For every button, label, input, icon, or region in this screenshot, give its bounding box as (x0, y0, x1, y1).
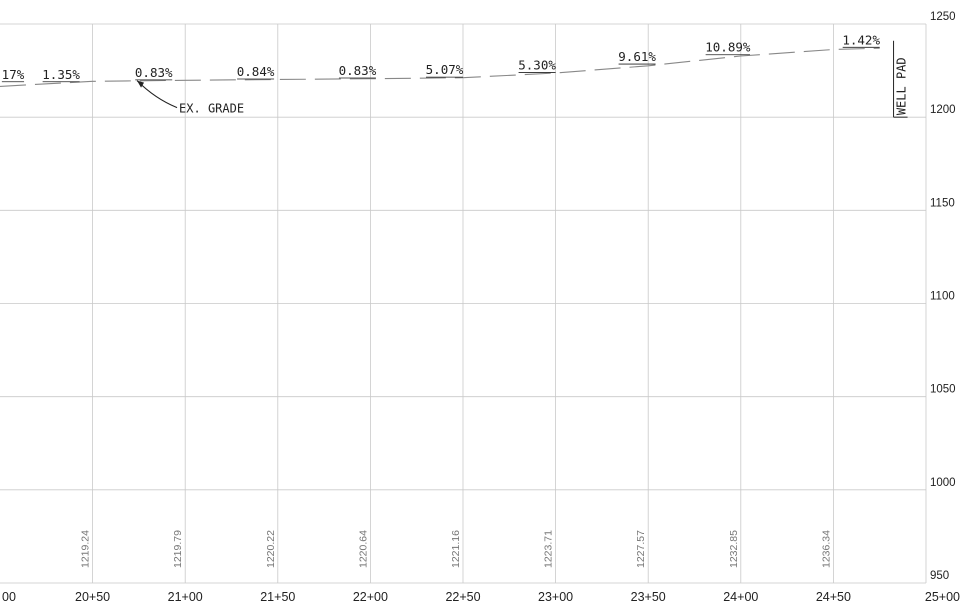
ground-elevation-label: 1219.79 (172, 530, 184, 568)
ground-elevation-label: 1223.71 (543, 530, 555, 568)
station-tick-label: 21+00 (168, 590, 203, 604)
elevation-tick-label: 1100 (930, 291, 955, 303)
ground-elevation-label: 1227.57 (635, 530, 647, 568)
slope-label: 1.35% (42, 67, 80, 82)
annotations: EX. GRADE WELL PAD (136, 40, 909, 118)
slope-label: 9.61% (618, 49, 656, 64)
elevation-axis: 950 1000 1050 1100 1150 1200 1250 (930, 11, 956, 582)
station-tick-label: 25+00 (925, 590, 960, 604)
elevation-tick-label: 1250 (930, 11, 956, 23)
ground-elevation-label: 1220.22 (265, 530, 277, 568)
ex-grade-arrowhead (137, 80, 145, 88)
station-tick-label: 24+00 (723, 590, 758, 604)
ground-elevation-label: 1232.85 (728, 530, 740, 568)
ground-elevation-label: 1219.24 (80, 530, 92, 568)
station-tick-label: 00 (2, 590, 16, 604)
slope-label: 0.83% (339, 63, 377, 78)
ground-layer (0, 47, 880, 87)
ex-grade-label: EX. GRADE (179, 102, 244, 116)
ground-elevation-label: 1221.16 (450, 530, 462, 568)
elevation-tick-label: 1050 (930, 384, 956, 396)
elevation-tick-label: 1200 (930, 104, 956, 116)
grid-layer (0, 23, 927, 584)
station-tick-label: 22+50 (445, 590, 480, 604)
ex-grade-leader (136, 80, 178, 109)
ground-elevation-label: 1220.64 (357, 530, 369, 568)
slope-labels: 17% 1.35% 0.83% 0.84% 0.83% 5.07% 5.30% 9.61% 10… (2, 32, 880, 83)
station-tick-label: 21+50 (260, 590, 295, 604)
slope-label: 5.30% (518, 57, 556, 72)
existing-ground-line (0, 47, 880, 87)
well-pad-label: WELL PAD (895, 57, 909, 115)
elevation-tick-label: 1150 (930, 197, 955, 209)
slope-label: 17% (2, 67, 25, 82)
station-tick-label: 23+50 (631, 590, 666, 604)
slope-label: 5.07% (426, 62, 464, 77)
slope-label: 0.84% (237, 64, 275, 79)
station-tick-label: 23+00 (538, 590, 573, 604)
slope-label: 1.42% (842, 32, 880, 47)
station-axis: 00 20+50 21+00 21+50 22+00 22+50 23+00 23+50 24+… (2, 590, 960, 604)
ground-elevation-label: 1236.34 (820, 530, 832, 568)
slope-label: 0.83% (135, 65, 173, 80)
ground-elevation-labels: 1219.24 1219.79 1220.22 1220.64 1221.16 1223.… (80, 530, 833, 568)
elevation-tick-label: 950 (930, 570, 949, 582)
station-tick-label: 22+00 (353, 590, 388, 604)
station-tick-label: 24+50 (816, 590, 851, 604)
station-tick-label: 20+50 (75, 590, 110, 604)
slope-label: 10.89% (705, 40, 751, 55)
elevation-tick-label: 1000 (930, 477, 956, 489)
